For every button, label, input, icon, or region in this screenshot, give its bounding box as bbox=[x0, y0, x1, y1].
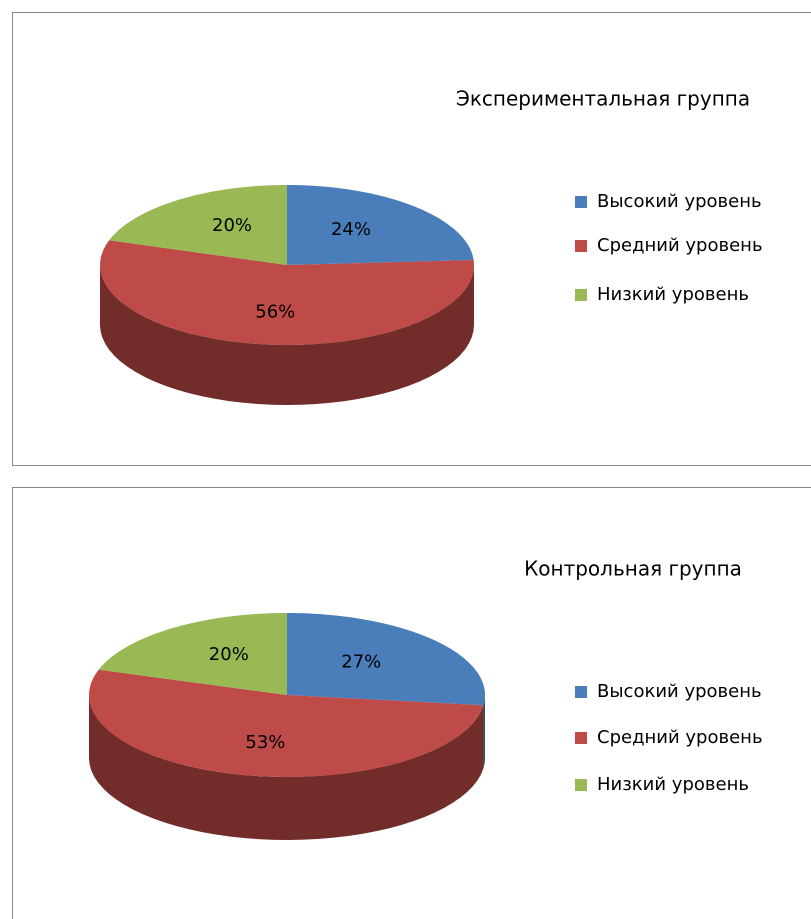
legend-label: Высокий уровень bbox=[597, 191, 762, 212]
legend-swatch bbox=[575, 686, 587, 698]
legend-label: Низкий уровень bbox=[597, 774, 749, 795]
slice bbox=[89, 669, 484, 777]
data-label: 27% bbox=[341, 651, 381, 672]
slice-side bbox=[100, 265, 474, 405]
slice bbox=[109, 185, 287, 265]
data-label: 56% bbox=[255, 302, 295, 323]
legend-swatch bbox=[575, 240, 587, 252]
legend-swatch bbox=[575, 779, 587, 791]
slice-side bbox=[89, 695, 484, 840]
legend-label: Средний уровень bbox=[597, 235, 763, 256]
chart-frame bbox=[12, 12, 811, 466]
slice bbox=[287, 613, 485, 706]
slice bbox=[98, 613, 287, 695]
chart-frame bbox=[12, 487, 811, 919]
data-label: 24% bbox=[331, 219, 371, 240]
legend-label: Средний уровень bbox=[597, 727, 763, 748]
legend-swatch bbox=[575, 196, 587, 208]
legend-swatch bbox=[575, 732, 587, 744]
data-label: 20% bbox=[212, 215, 252, 236]
slice-side bbox=[483, 695, 485, 769]
legend-label: Высокий уровень bbox=[597, 681, 762, 702]
slice bbox=[100, 240, 474, 345]
data-label: 53% bbox=[245, 732, 285, 753]
legend-swatch bbox=[575, 289, 587, 301]
slice bbox=[287, 185, 474, 265]
data-label: 20% bbox=[209, 644, 249, 665]
chart-title: Экспериментальная группа bbox=[456, 87, 750, 111]
chart-title: Контрольная группа bbox=[524, 557, 742, 581]
legend-label: Низкий уровень bbox=[597, 284, 749, 305]
